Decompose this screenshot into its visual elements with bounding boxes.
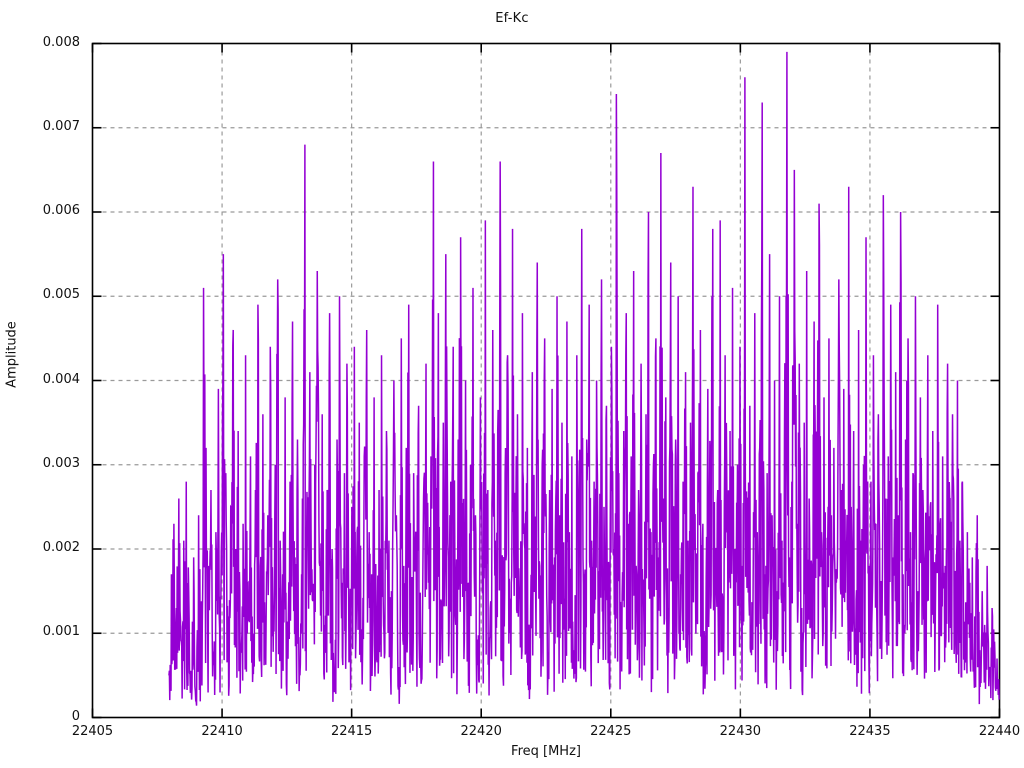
x-tick-label: 22405: [71, 723, 114, 739]
y-tick-label: 0.005: [42, 287, 80, 303]
y-tick-label: 0.003: [42, 455, 80, 471]
data-series-line: [168, 51, 1000, 706]
y-tick-label: 0.001: [42, 624, 80, 640]
y-tick-label: 0.007: [42, 118, 80, 134]
x-tick-label: 22440: [978, 723, 1021, 739]
x-tick-label: 22410: [201, 723, 243, 739]
plot-border: [91, 42, 1001, 719]
x-tick-label: 22430: [719, 723, 762, 739]
x-tick-label: 22425: [590, 723, 632, 739]
page-title: Ef-Kc: [495, 11, 529, 26]
x-tick-label: 22435: [849, 723, 891, 739]
y-tick-label: 0.008: [42, 34, 80, 50]
y-tick-label: 0.004: [42, 371, 80, 387]
y-tick-label: 0.006: [42, 203, 80, 218]
x-tick-label: 22415: [330, 723, 373, 739]
x-tick-label: 22420: [460, 723, 502, 739]
y-tick-label: 0: [71, 708, 80, 724]
y-tick-label: 0.002: [42, 540, 80, 555]
x-axis-label: Freq [MHz]: [511, 744, 581, 759]
